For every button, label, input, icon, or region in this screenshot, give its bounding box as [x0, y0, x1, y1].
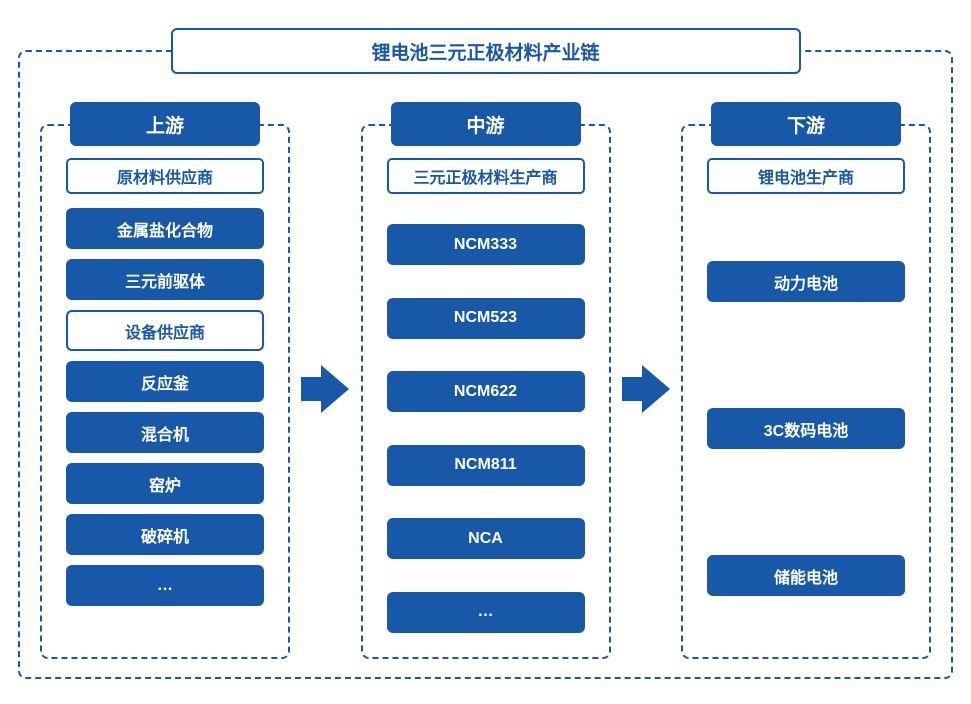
item-kiln: 窑炉 [66, 463, 264, 504]
subhead-raw-material-supplier: 原材料供应商 [66, 158, 264, 194]
item-reactor: 反应釜 [66, 361, 264, 402]
item-ncm622: NCM622 [387, 371, 585, 412]
item-crusher: 破碎机 [66, 514, 264, 555]
item-list: 金属盐化合物 三元前驱体 设备供应商 反应釜 混合机 窑炉 破碎机 … [66, 208, 264, 606]
item-metal-salt: 金属盐化合物 [66, 208, 264, 249]
item-equipment-supplier: 设备供应商 [66, 310, 264, 351]
item-list: NCM333 NCM523 NCM622 NCM811 NCA … [387, 208, 585, 649]
item-3c-battery: 3C数码电池 [707, 408, 905, 449]
arrow-slot [616, 98, 676, 659]
item-list: 动力电池 3C数码电池 储能电池 [707, 208, 905, 649]
item-ncm523: NCM523 [387, 298, 585, 339]
item-more: … [387, 592, 585, 633]
item-nca: NCA [387, 518, 585, 559]
arrow-slot [295, 98, 355, 659]
columns-container: 上游 原材料供应商 金属盐化合物 三元前驱体 设备供应商 反应釜 混合机 窑炉 … [40, 98, 931, 659]
item-ncm811: NCM811 [387, 445, 585, 486]
item-more: … [66, 565, 264, 606]
column-body: 原材料供应商 金属盐化合物 三元前驱体 设备供应商 反应釜 混合机 窑炉 破碎机… [40, 158, 290, 649]
column-header-downstream: 下游 [711, 102, 901, 146]
item-mixer: 混合机 [66, 412, 264, 453]
column-body: 锂电池生产商 动力电池 3C数码电池 储能电池 [681, 158, 931, 649]
column-body: 三元正极材料生产商 NCM333 NCM523 NCM622 NCM811 NC… [361, 158, 611, 649]
arrow-right-icon [299, 363, 351, 415]
arrow-right-icon [620, 363, 672, 415]
column-downstream: 下游 锂电池生产商 动力电池 3C数码电池 储能电池 [681, 98, 931, 659]
column-upstream: 上游 原材料供应商 金属盐化合物 三元前驱体 设备供应商 反应釜 混合机 窑炉 … [40, 98, 290, 659]
column-header-midstream: 中游 [391, 102, 581, 146]
item-storage-battery: 储能电池 [707, 555, 905, 596]
subhead-battery-producer: 锂电池生产商 [707, 158, 905, 194]
item-power-battery: 动力电池 [707, 261, 905, 302]
subhead-cathode-producer: 三元正极材料生产商 [387, 158, 585, 194]
item-precursor: 三元前驱体 [66, 259, 264, 300]
diagram-title: 锂电池三元正极材料产业链 [171, 28, 801, 74]
item-ncm333: NCM333 [387, 224, 585, 265]
column-midstream: 中游 三元正极材料生产商 NCM333 NCM523 NCM622 NCM811… [361, 98, 611, 659]
column-header-upstream: 上游 [70, 102, 260, 146]
